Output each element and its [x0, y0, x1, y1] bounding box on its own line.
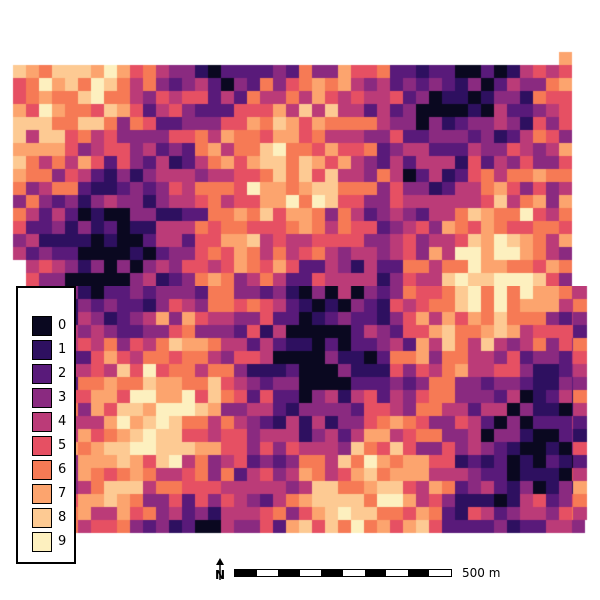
legend-label: 8	[58, 510, 67, 525]
legend-label: 1	[58, 342, 67, 357]
legend-label: 6	[58, 462, 67, 477]
scale-bar-segment	[429, 570, 451, 576]
legend-swatch	[32, 460, 52, 480]
legend-label: 4	[58, 414, 67, 429]
scale-bar-segment	[342, 570, 365, 576]
legend-label: 0	[58, 318, 67, 333]
north-label: N	[215, 568, 225, 582]
legend-entry: 0	[32, 316, 66, 336]
north-arrow-icon: N	[215, 558, 225, 582]
scale-bar-segment	[235, 570, 257, 576]
legend-label: 5	[58, 438, 67, 453]
legend-label: 9	[58, 534, 67, 549]
legend-entry: 4	[32, 412, 66, 432]
legend-swatch	[32, 532, 52, 552]
legend-swatch	[32, 508, 52, 528]
scale-bar-segment	[278, 570, 300, 576]
scale-bar-segment	[364, 570, 387, 576]
legend-entry: 7	[32, 484, 66, 504]
scale-bar-segment	[386, 570, 408, 576]
legend-label: 7	[58, 486, 67, 501]
map-legend: 0 1 2 3 4 5 6 7 8 9	[16, 286, 76, 564]
legend-entry: 2	[32, 364, 66, 384]
legend-entry: 6	[32, 460, 66, 480]
legend-entry: 3	[32, 388, 66, 408]
scale-bar-segment	[256, 570, 279, 576]
legend-entry: 9	[32, 532, 66, 552]
legend-entry: 1	[32, 340, 66, 360]
scale-bar-segment	[299, 570, 322, 576]
legend-label: 3	[58, 390, 67, 405]
legend-label: 2	[58, 366, 67, 381]
legend-entry: 5	[32, 436, 66, 456]
scale-bar	[234, 569, 452, 577]
legend-swatch	[32, 484, 52, 504]
scale-bar-segment	[407, 570, 430, 576]
scale-bar-segment	[321, 570, 343, 576]
legend-swatch	[32, 388, 52, 408]
legend-swatch	[32, 436, 52, 456]
scale-label: 500 m	[462, 566, 501, 580]
legend-entry: 8	[32, 508, 66, 528]
legend-swatch	[32, 340, 52, 360]
legend-swatch	[32, 364, 52, 384]
legend-swatch	[32, 412, 52, 432]
legend-swatch	[32, 316, 52, 336]
